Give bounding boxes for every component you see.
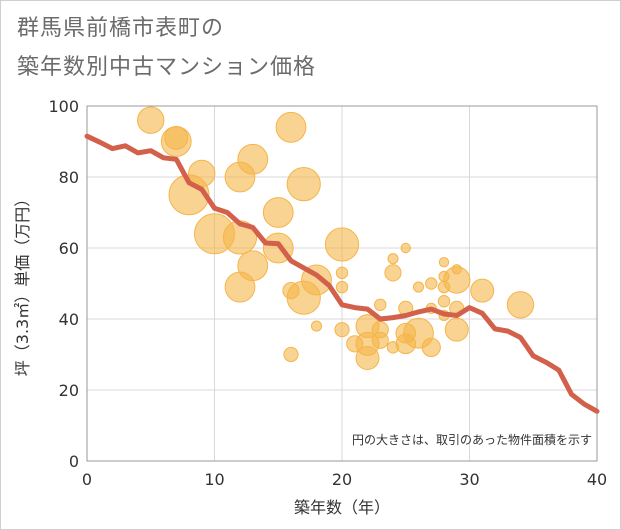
x-axis-label: 築年数（年） bbox=[294, 498, 390, 517]
bubble-point bbox=[470, 278, 495, 303]
bubble-point bbox=[160, 126, 192, 157]
trend-line bbox=[84, 133, 600, 414]
bubble-point bbox=[506, 291, 535, 319]
bubble-point bbox=[400, 242, 411, 254]
bubble-point bbox=[310, 320, 323, 332]
x-tick-label: 40 bbox=[587, 470, 607, 489]
trend-series bbox=[84, 133, 600, 414]
bubble-point bbox=[438, 257, 450, 268]
y-tick-label: 60 bbox=[59, 239, 79, 258]
bubble-point bbox=[421, 337, 441, 358]
bubble-point bbox=[371, 331, 389, 349]
bubble-point bbox=[387, 253, 399, 265]
bubble-point bbox=[275, 111, 307, 143]
y-axis-label: 坪（3.3㎡）単価（万円） bbox=[13, 191, 32, 376]
y-tick-label: 80 bbox=[59, 168, 79, 187]
x-tick-label: 0 bbox=[82, 470, 92, 489]
bubble-point bbox=[443, 266, 471, 294]
y-tick-label: 100 bbox=[48, 97, 79, 116]
x-tick-label: 10 bbox=[204, 470, 224, 489]
bubble-point bbox=[444, 317, 469, 342]
bubble-series bbox=[137, 106, 535, 371]
chart-title-line2: 築年数別中古マンション価格 bbox=[17, 55, 317, 80]
bubble-point bbox=[355, 346, 380, 371]
chart-title-line1: 群馬県前橋市表町の bbox=[17, 16, 225, 41]
x-tick-label: 20 bbox=[332, 470, 352, 489]
x-tick-label: 30 bbox=[459, 470, 479, 489]
y-tick-label: 40 bbox=[59, 310, 79, 329]
bubble-point bbox=[425, 277, 438, 290]
y-tick-label: 20 bbox=[59, 381, 79, 400]
bubble-point bbox=[334, 322, 350, 338]
plot-border bbox=[86, 105, 598, 462]
bubble-point bbox=[237, 250, 269, 282]
bubble-point bbox=[137, 106, 165, 134]
bubble-point bbox=[437, 295, 451, 308]
bubble-point bbox=[412, 281, 425, 293]
bubble-point bbox=[283, 346, 299, 363]
bubble-size-note: 円の大きさは、取引のあった物件面積を示す bbox=[352, 432, 592, 447]
bubble-point bbox=[374, 298, 387, 312]
bubble-point bbox=[324, 227, 360, 262]
y-tick-label: 0 bbox=[69, 452, 79, 471]
tick-labels: 0 10 20 30 40 0 20 40 60 80 100 bbox=[48, 97, 607, 489]
bubble-point bbox=[286, 167, 321, 202]
bubble-point bbox=[384, 264, 402, 282]
bubble-point bbox=[262, 197, 294, 228]
bubble-point bbox=[335, 266, 349, 280]
bubble-point bbox=[335, 280, 349, 294]
bubble-point bbox=[237, 143, 269, 175]
